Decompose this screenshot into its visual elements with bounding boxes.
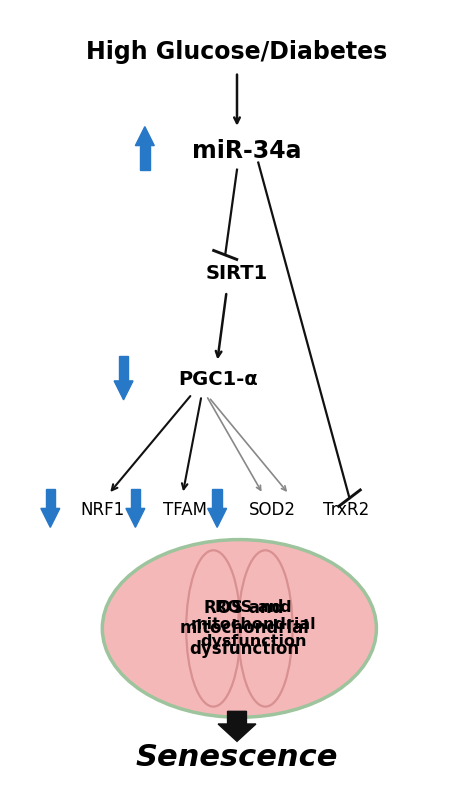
Polygon shape	[46, 490, 55, 509]
Polygon shape	[140, 146, 150, 170]
Text: High Glucose/Diabetes: High Glucose/Diabetes	[86, 40, 388, 64]
Polygon shape	[212, 490, 222, 509]
Polygon shape	[131, 490, 140, 509]
Polygon shape	[119, 357, 128, 381]
Text: SOD2: SOD2	[249, 501, 296, 519]
Polygon shape	[136, 127, 155, 146]
Polygon shape	[126, 509, 145, 528]
FancyArrow shape	[218, 711, 256, 741]
Polygon shape	[41, 509, 60, 528]
Text: SIRT1: SIRT1	[206, 263, 268, 282]
Text: ROS and
mitochondrial
dysfunction: ROS and mitochondrial dysfunction	[179, 599, 309, 658]
Text: ROS and
mitochondrial
dysfunction: ROS and mitochondrial dysfunction	[191, 600, 316, 649]
Text: PGC1-α: PGC1-α	[178, 370, 258, 389]
Ellipse shape	[102, 539, 376, 717]
Text: NRF1: NRF1	[80, 501, 125, 519]
Text: miR-34a: miR-34a	[191, 138, 301, 163]
Text: TrxR2: TrxR2	[323, 501, 369, 519]
Polygon shape	[208, 509, 227, 528]
Polygon shape	[114, 381, 133, 399]
Text: Senescence: Senescence	[136, 743, 338, 772]
Text: TFAM: TFAM	[163, 501, 207, 519]
